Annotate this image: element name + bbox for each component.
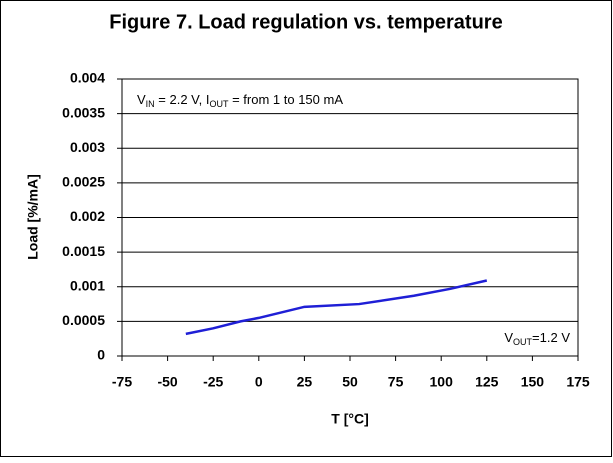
x-tick-label: 50 (342, 374, 358, 390)
x-tick-label: 0 (255, 374, 263, 390)
x-tick-label: 75 (388, 374, 404, 390)
annotation-text: V (504, 330, 513, 345)
annotation: VOUT=1.2 V (504, 330, 570, 347)
plot-frame (121, 78, 579, 357)
x-axis-label: T [°C] (331, 411, 368, 427)
data-line (185, 279, 488, 336)
y-tick-label: 0 (97, 347, 105, 363)
annotation-subscript: IN (146, 99, 155, 109)
x-tick-label: 25 (297, 374, 313, 390)
x-tick-label: -50 (157, 374, 177, 390)
y-tick-label: 0.0035 (62, 104, 105, 120)
y-tick-label: 0.0015 (62, 243, 105, 259)
annotation-text: =1.2 V (532, 330, 570, 345)
chart-title: Figure 7. Load regulation vs. temperatur… (109, 11, 502, 33)
y-tick-label: 0.003 (70, 139, 105, 155)
y-tick-label: 0.002 (70, 208, 105, 224)
y-tick-label: 0.001 (70, 277, 105, 293)
annotation-text: V (137, 92, 146, 107)
y-tick-label: 0.0005 (62, 312, 105, 328)
x-tick-label: 175 (566, 374, 590, 390)
y-axis-label: Load [%/mA] (25, 174, 41, 260)
x-tick-label: -25 (203, 374, 223, 390)
x-tick-label: 125 (475, 374, 499, 390)
annotation-text: = from 1 to 150 mA (228, 92, 343, 107)
annotation-subscript: OUT (513, 337, 533, 347)
y-tick-label: 0.0025 (62, 174, 105, 190)
x-tick-label: 150 (521, 374, 545, 390)
x-tick-label: -75 (112, 374, 132, 390)
annotation: VIN = 2.2 V, IOUT = from 1 to 150 mA (137, 92, 343, 109)
x-tick-label: 100 (430, 374, 454, 390)
annotation-text: = 2.2 V, I (155, 92, 210, 107)
annotation-subscript: OUT (209, 99, 229, 109)
y-tick-label: 0.004 (70, 70, 105, 86)
